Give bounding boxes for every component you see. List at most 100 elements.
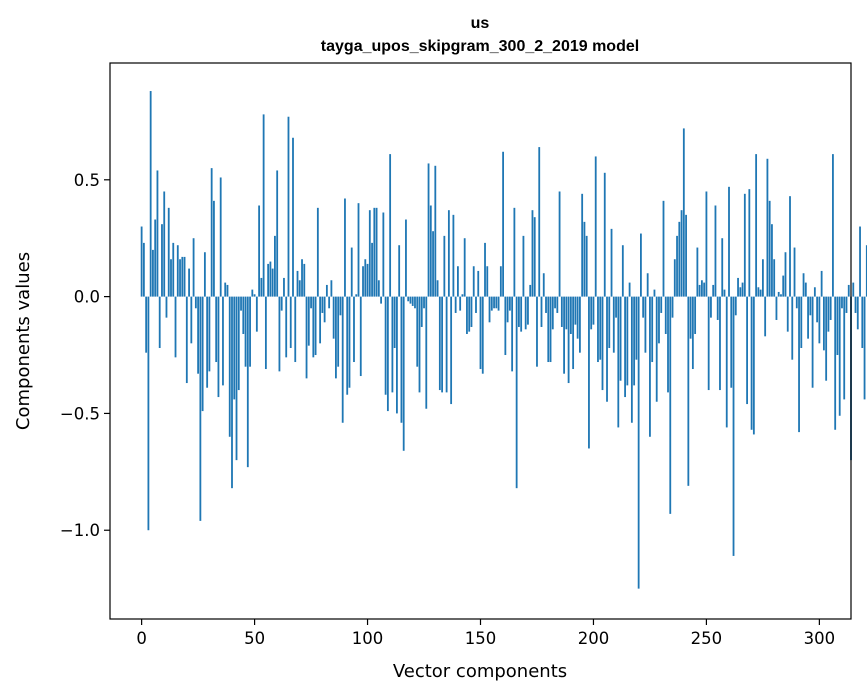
bar-19	[183, 256, 186, 297]
bar-51	[255, 296, 258, 332]
bar-39	[228, 296, 231, 437]
bar-4	[149, 91, 152, 297]
bar-161	[504, 296, 507, 356]
bar-320	[863, 296, 866, 400]
bar-173	[531, 210, 534, 297]
bar-213	[621, 245, 624, 297]
bar-295	[807, 296, 809, 339]
bar-210	[615, 296, 617, 318]
bar-142	[461, 294, 464, 297]
bar-112	[393, 296, 396, 348]
bar-138	[452, 214, 455, 297]
bar-20	[185, 296, 188, 384]
bar-50	[253, 294, 256, 297]
bar-48	[249, 296, 251, 367]
bar-98	[362, 266, 364, 297]
bar-152	[484, 242, 486, 297]
bar-1	[142, 242, 145, 297]
bar-136	[447, 210, 450, 297]
bar-25	[197, 296, 200, 374]
bar-177	[540, 296, 543, 327]
bar-13	[170, 259, 172, 297]
bar-126	[425, 296, 428, 409]
bar-46	[244, 296, 247, 367]
bar-233	[667, 296, 669, 393]
bar-18	[181, 256, 184, 297]
bar-160	[502, 151, 504, 297]
bar-311	[843, 296, 846, 400]
bar-193	[576, 296, 579, 339]
bar-204	[601, 296, 604, 391]
bar-15	[174, 296, 177, 358]
bar-129	[432, 231, 434, 297]
bar-259	[725, 296, 728, 428]
bar-215	[626, 296, 629, 386]
bar-302	[822, 296, 825, 351]
x-tick-label-100: 100	[352, 629, 384, 648]
bar-128	[429, 205, 432, 297]
bar-278	[768, 200, 771, 297]
bar-266	[741, 282, 744, 297]
bar-10	[163, 191, 166, 297]
bar-0	[140, 226, 143, 297]
bar-68	[294, 296, 297, 363]
bar-300	[818, 296, 821, 344]
bar-184	[556, 296, 559, 313]
bar-243	[689, 296, 692, 339]
bar-308	[836, 296, 839, 356]
bar-232	[664, 296, 667, 334]
bar-166	[515, 296, 518, 489]
bar-220	[637, 296, 640, 589]
bar-163	[508, 296, 511, 311]
bar-315	[852, 282, 855, 297]
bar-256	[719, 296, 721, 391]
bar-147	[472, 266, 475, 297]
bar-241	[685, 214, 687, 297]
bar-94	[353, 296, 355, 363]
bar-224	[646, 273, 649, 297]
bar-281	[775, 296, 778, 320]
bar-267	[743, 193, 746, 297]
bar-12	[167, 207, 170, 297]
bar-156	[493, 296, 495, 309]
bar-286	[786, 296, 789, 332]
bar-33	[215, 296, 218, 363]
bar-262	[732, 296, 735, 556]
bar-189	[567, 296, 570, 384]
bar-150	[479, 296, 482, 370]
bar-221	[640, 233, 642, 297]
x-tick-label-0: 0	[136, 629, 147, 648]
bar-244	[691, 296, 694, 370]
bar-319	[861, 296, 864, 348]
bar-158	[497, 296, 500, 311]
bar-88	[339, 296, 342, 316]
bar-151	[481, 296, 484, 374]
bar-103	[373, 207, 376, 297]
bar-202	[597, 296, 599, 363]
bar-43	[237, 296, 240, 391]
bar-144	[466, 296, 468, 334]
bar-72	[303, 263, 306, 297]
bar-205	[603, 172, 606, 297]
bar-250	[705, 191, 708, 297]
bar-7	[156, 170, 159, 297]
bar-183	[554, 296, 556, 309]
bar-268	[746, 296, 748, 405]
bar-28	[203, 252, 206, 297]
bar-209	[612, 296, 615, 353]
bar-252	[710, 296, 712, 318]
bar-116	[402, 296, 405, 451]
bar-83	[328, 296, 331, 309]
bar-217	[630, 296, 633, 423]
bar-118	[407, 296, 410, 302]
bar-135	[445, 296, 448, 393]
bar-92	[348, 296, 351, 388]
bar-316	[854, 296, 857, 313]
bar-30	[208, 296, 211, 372]
bar-121	[414, 296, 416, 309]
bar-164	[511, 296, 514, 372]
bar-26	[199, 296, 202, 521]
bar-159	[499, 266, 502, 297]
bar-228	[655, 296, 658, 402]
bar-242	[687, 296, 690, 486]
